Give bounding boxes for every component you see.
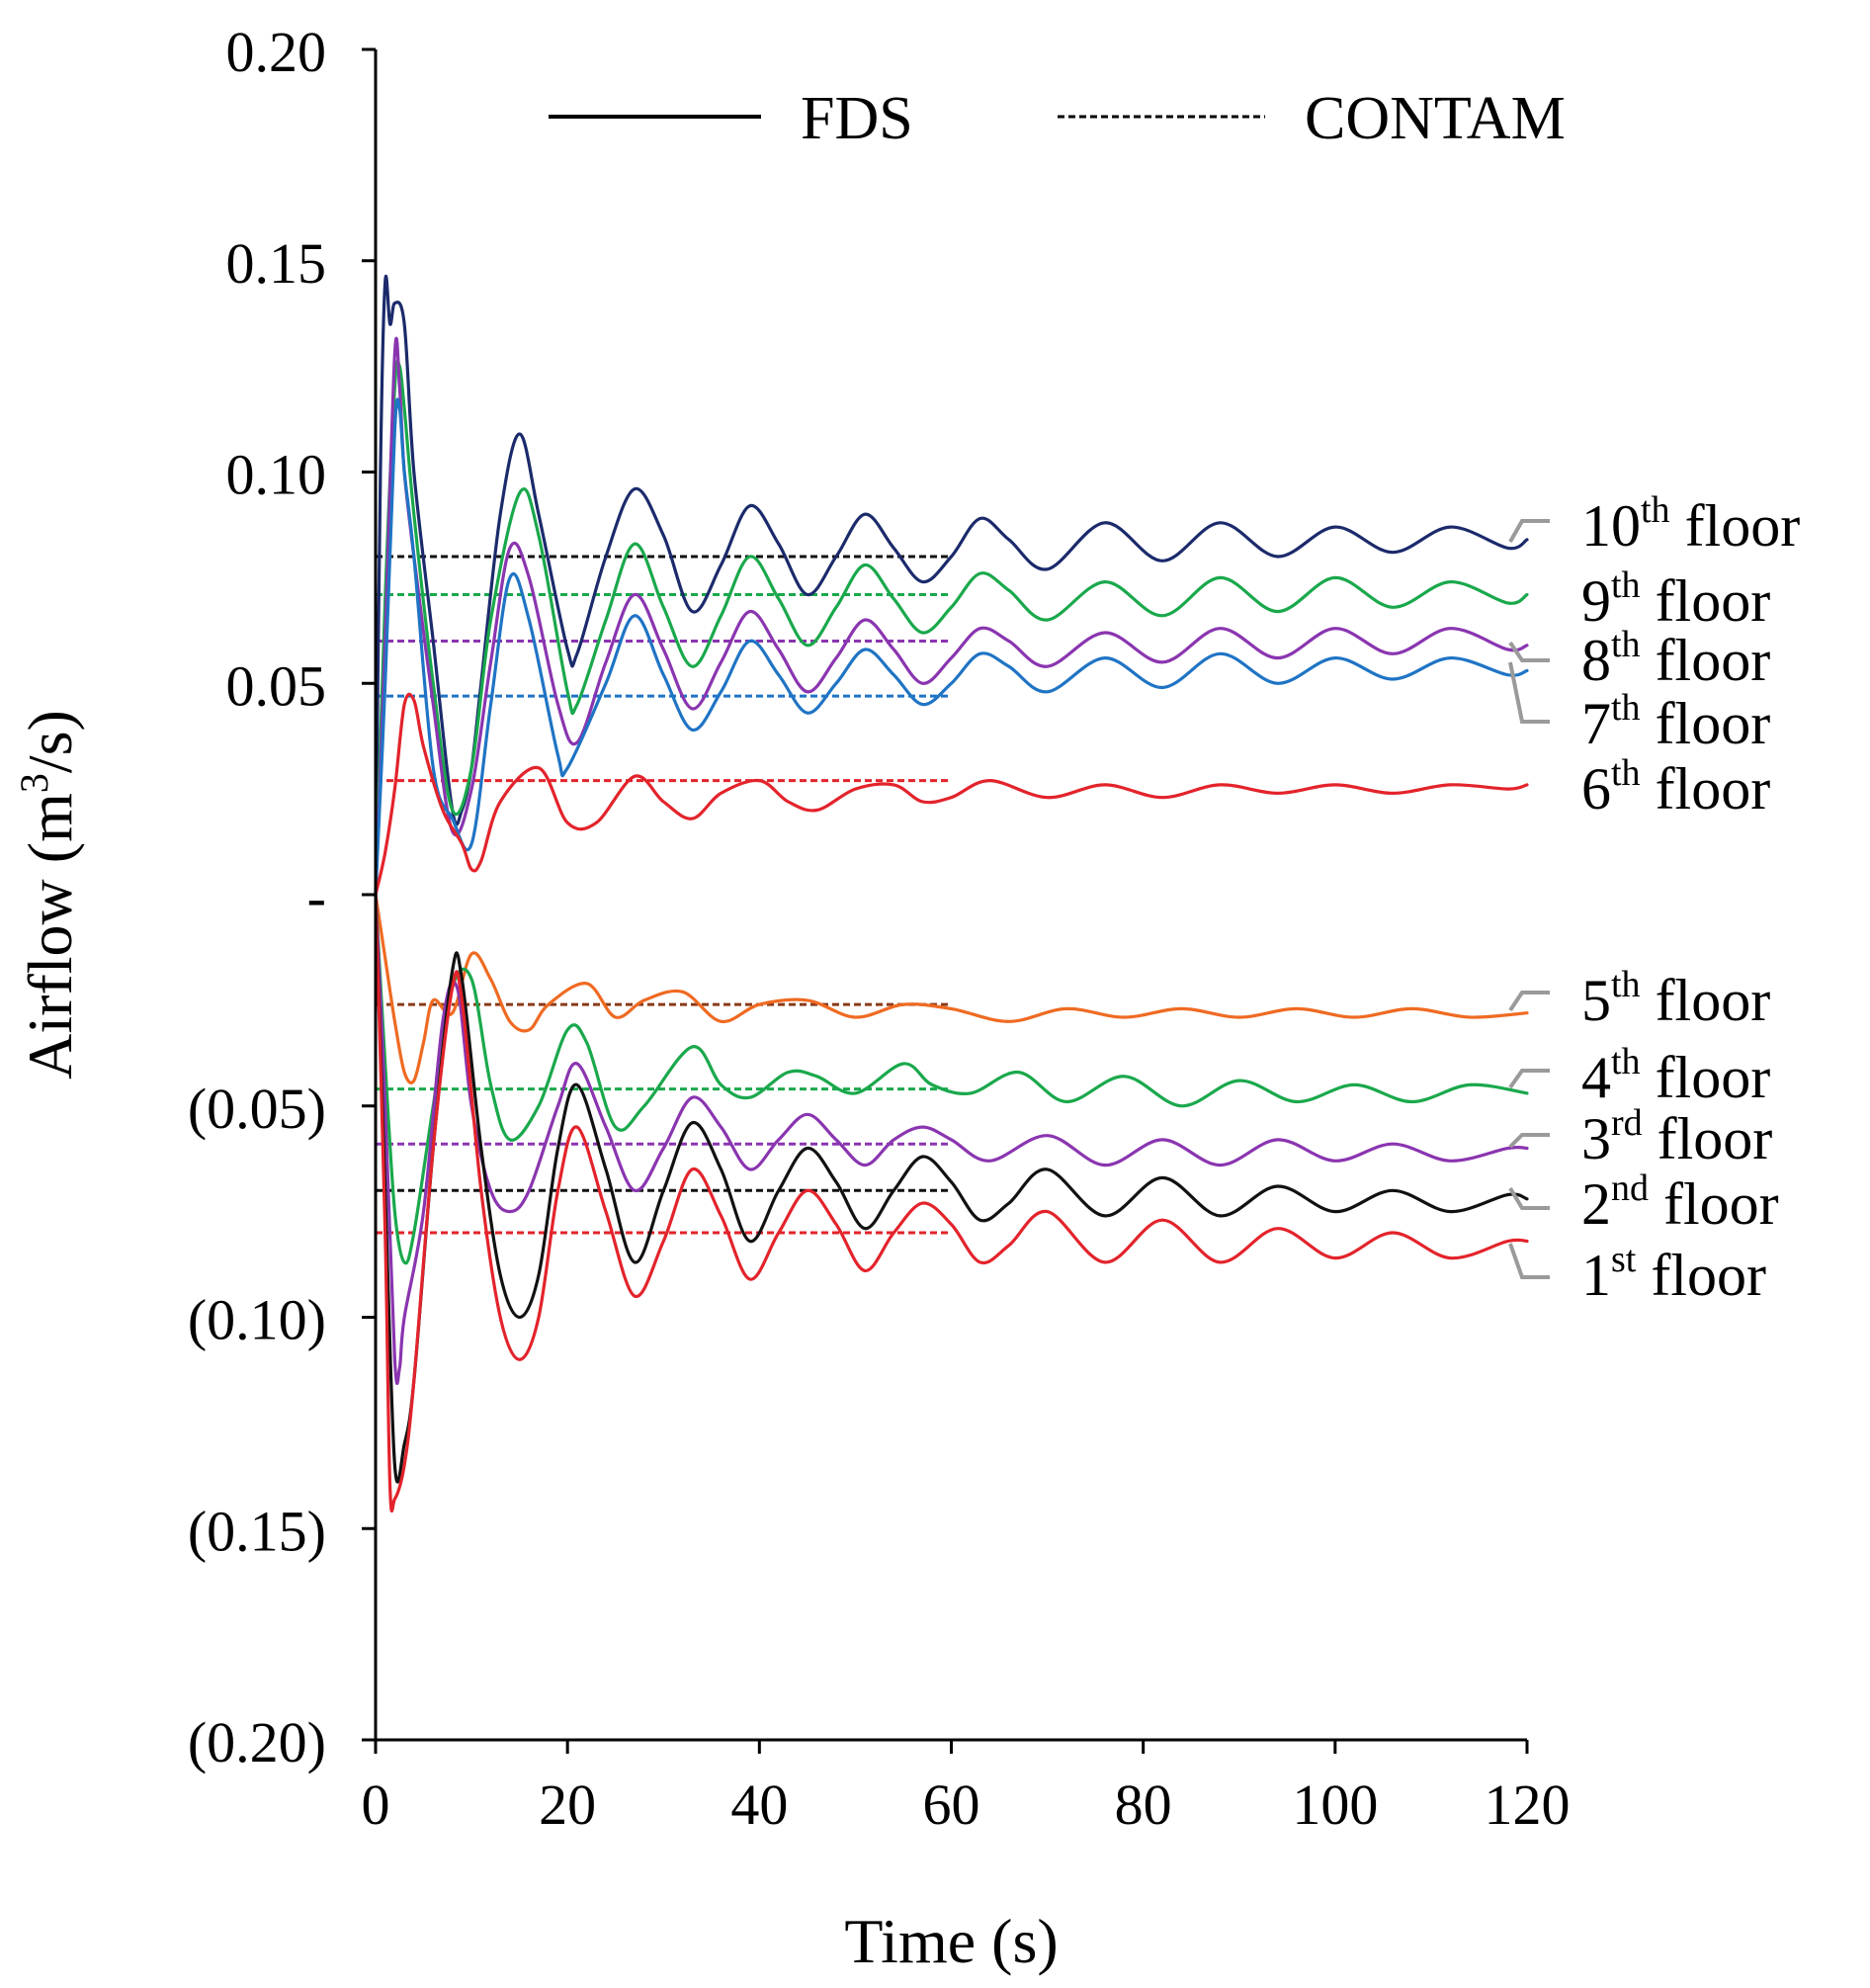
leader-1st-floor: [1508, 1243, 1550, 1279]
fds-line-7th-floor: [374, 397, 1529, 897]
legend: FDS CONTAM: [549, 85, 1566, 152]
y-tick-label: (0.15): [188, 1499, 326, 1563]
leader-7th-floor: [1508, 661, 1550, 724]
leader-8th-floor: [1508, 641, 1550, 662]
leader-5th-floor: [1508, 991, 1550, 1012]
fds-lines: [374, 275, 1529, 1513]
fds-line-5th-floor: [374, 893, 1529, 1084]
x-tick-label: 60: [923, 1772, 980, 1837]
fds-line-9th-floor: [374, 359, 1529, 897]
x-tick-label: 0: [362, 1772, 390, 1837]
floor-label-3rd-floor: 3rd floor: [1581, 1102, 1772, 1171]
legend-contam-label: CONTAM: [1305, 85, 1566, 152]
fds-line-3rd-floor: [374, 893, 1529, 1385]
floor-label-8th-floor: 8th floor: [1581, 624, 1770, 693]
x-tick-label: 40: [730, 1772, 788, 1837]
plot-lines: [374, 275, 1529, 1513]
leader-10th-floor: [1508, 519, 1550, 543]
fds-line-6th-floor: [374, 692, 1529, 897]
legend-fds-label: FDS: [801, 85, 913, 152]
floor-label-9th-floor: 9th floor: [1581, 564, 1770, 634]
y-tick-label: -: [307, 865, 326, 929]
fds-line-1st-floor: [374, 893, 1529, 1513]
y-tick-label: (0.10): [188, 1288, 326, 1352]
x-tick-label: 100: [1292, 1772, 1378, 1837]
x-axis-title: Time (s): [844, 1906, 1058, 1976]
y-tick-label: 0.05: [226, 653, 327, 718]
floor-label-5th-floor: 5th floor: [1581, 964, 1770, 1033]
floor-label-10th-floor: 10th floor: [1581, 489, 1800, 559]
x-tick-label: 80: [1115, 1772, 1172, 1837]
leader-3rd-floor: [1508, 1133, 1550, 1149]
fds-line-10th-floor: [374, 275, 1529, 897]
floor-label-7th-floor: 7th floor: [1581, 687, 1770, 756]
x-tick-label: 120: [1485, 1772, 1571, 1837]
y-tick-label: (0.20): [188, 1710, 326, 1774]
y-tick-label: 0.20: [226, 20, 327, 84]
floor-label-1st-floor: 1st floor: [1581, 1239, 1766, 1308]
floor-label-6th-floor: 6th floor: [1581, 752, 1770, 821]
y-tick-label: 0.10: [226, 443, 327, 507]
axis-titles: Time (s) Airflow (m3/s): [12, 710, 1059, 1976]
y-axis-title: Airflow (m3/s): [12, 710, 85, 1080]
leader-4th-floor: [1508, 1069, 1550, 1089]
y-tick-label: 0.15: [226, 231, 327, 296]
axes: 0.20 0.15 0.10 0.05 - (0.05) (0.10) (0.15) (0.20…: [188, 20, 1571, 1837]
fds-line-4th-floor: [374, 893, 1529, 1265]
leader-2nd-floor: [1508, 1186, 1550, 1210]
floor-label-2nd-floor: 2nd floor: [1581, 1167, 1779, 1237]
floor-label-4th-floor: 4th floor: [1581, 1041, 1770, 1110]
y-tick-label: (0.05): [188, 1077, 326, 1141]
x-tick-label: 20: [539, 1772, 596, 1837]
